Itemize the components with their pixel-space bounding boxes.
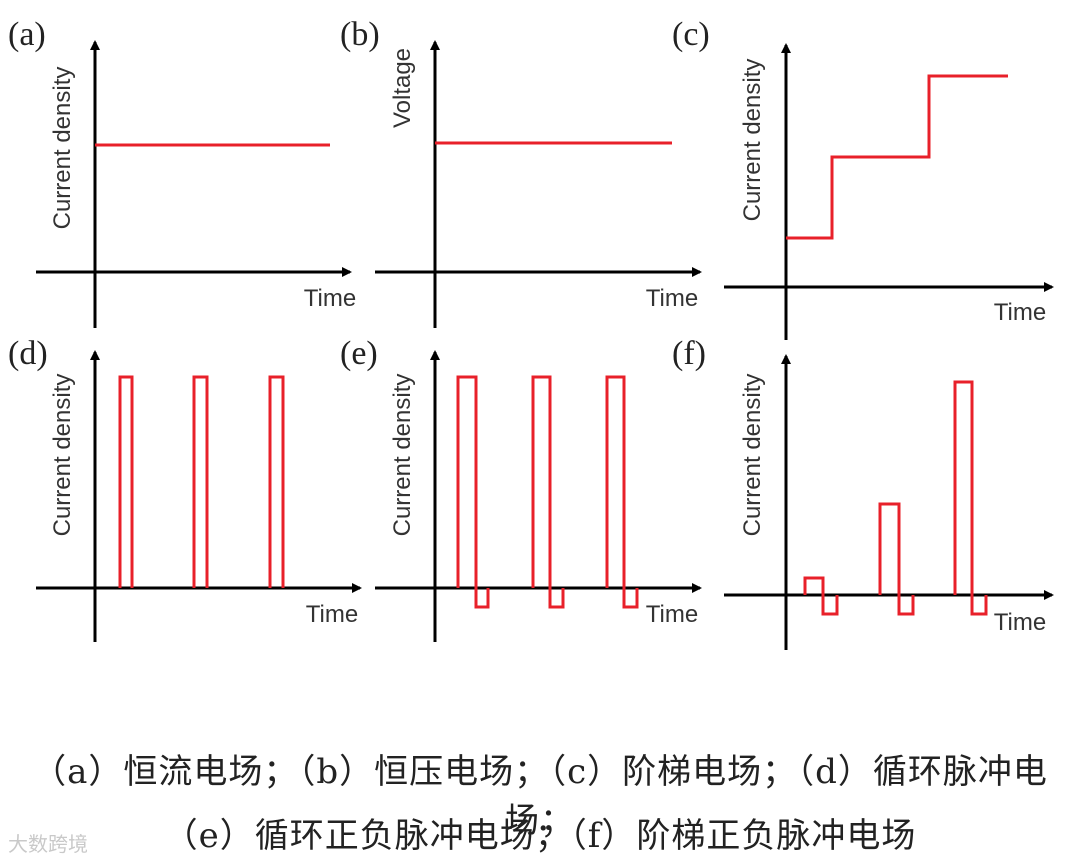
panel-f-pulse-2 bbox=[878, 502, 915, 616]
panel-e-pulse-1 bbox=[456, 375, 490, 609]
panel-e: Current density Time bbox=[375, 350, 702, 642]
panel-e-pulse-2 bbox=[531, 375, 565, 609]
panel-b: Voltage Time bbox=[375, 40, 702, 328]
panel-d-xlabel: Time bbox=[306, 601, 358, 628]
panel-f-pulse-1 bbox=[803, 576, 839, 616]
panel-f-xlabel: Time bbox=[994, 609, 1046, 636]
panel-a-label: (a) bbox=[8, 16, 46, 53]
panel-f-ylabel: Current density bbox=[739, 374, 766, 537]
panel-a-ylabel: Current density bbox=[49, 67, 76, 230]
panel-a-xlabel: Time bbox=[304, 285, 356, 312]
panel-d-pulse-1 bbox=[118, 375, 134, 588]
watermark-logo: 大数跨境 bbox=[8, 832, 88, 856]
panel-d-ylabel: Current density bbox=[49, 374, 76, 537]
panel-f: Current density Time bbox=[724, 354, 1054, 650]
panel-d-pulse-2 bbox=[192, 375, 209, 588]
panel-d-label: (d) bbox=[8, 335, 48, 372]
panel-e-xlabel: Time bbox=[646, 601, 698, 628]
panel-e-ylabel: Current density bbox=[389, 374, 416, 537]
figure-caption-line-1: （a）恒流电场；（b）恒压电场；（c）阶梯电场；（d）循环脉冲电场； bbox=[32, 752, 1048, 841]
panel-e-label: (e) bbox=[340, 335, 378, 372]
panel-c-xlabel: Time bbox=[994, 299, 1046, 326]
panel-b-label: (b) bbox=[340, 16, 380, 53]
panel-f-label: (f) bbox=[672, 335, 706, 372]
panel-e-pulse-3 bbox=[605, 375, 639, 609]
panel-c-ylabel: Current density bbox=[739, 59, 766, 222]
figure-caption-line-2: （e）循环正负脉冲电场；（f）阶梯正负脉冲电场 bbox=[163, 816, 917, 856]
panel-c-label: (c) bbox=[672, 16, 710, 53]
panel-b-ylabel: Voltage bbox=[389, 48, 416, 128]
panel-a: Current density Time bbox=[36, 40, 356, 328]
panel-c: Current density Time bbox=[724, 43, 1054, 340]
panel-d-pulse-3 bbox=[268, 375, 285, 588]
panel-f-pulse-3 bbox=[953, 380, 988, 616]
panel-b-xlabel: Time bbox=[646, 285, 698, 312]
panel-c-signal bbox=[786, 74, 1008, 240]
waveform-diagram: Current density Time Voltage Time Curren… bbox=[36, 40, 1054, 650]
waveform-figure: Current density Time Voltage Time Curren… bbox=[8, 16, 1054, 650]
panel-d: Current density Time bbox=[36, 350, 362, 642]
